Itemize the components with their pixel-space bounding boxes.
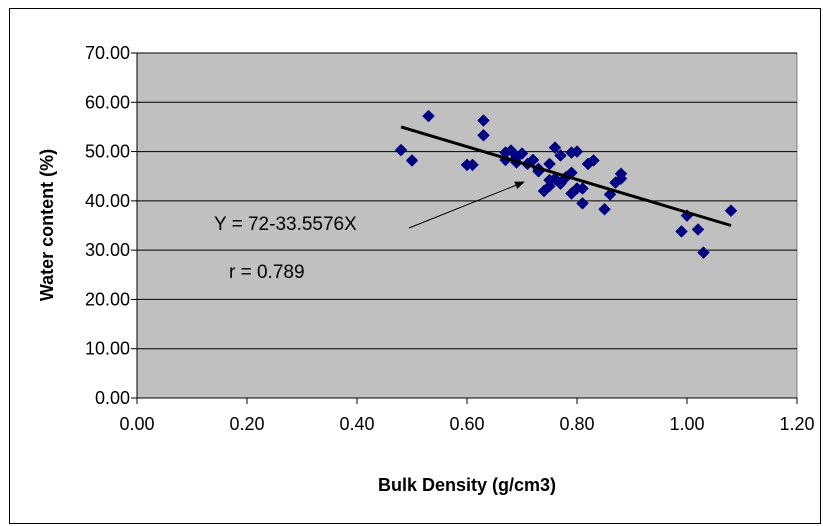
data-point	[576, 182, 589, 195]
y-tick-label: 50.00	[85, 142, 130, 162]
x-tick-label: 1.00	[669, 414, 704, 434]
data-point	[675, 225, 688, 238]
x-tick-label: 0.60	[449, 414, 484, 434]
x-tick-labels: 0.00 0.20 0.40 0.60 0.80 1.00 1.20	[119, 414, 814, 434]
data-point	[614, 167, 628, 181]
y-tick-label: 60.00	[85, 92, 130, 112]
axes	[131, 52, 798, 404]
x-tick-label: 0.40	[339, 414, 374, 434]
gridlines	[137, 52, 797, 350]
data-point	[504, 144, 518, 157]
data-point	[576, 196, 589, 210]
data-point	[724, 204, 738, 218]
data-point	[554, 149, 567, 162]
trendline	[400, 125, 732, 227]
data-point	[477, 114, 490, 127]
data-point	[691, 223, 705, 236]
r-value-label: r = 0.789	[229, 262, 305, 283]
x-tick-label: 0.20	[229, 414, 264, 434]
x-axis-title: Bulk Density (g/cm3)	[378, 475, 556, 495]
y-tick-label: 70.00	[85, 43, 130, 63]
data-point	[548, 141, 562, 154]
y-tick-label: 10.00	[85, 339, 130, 359]
data-point	[405, 154, 419, 167]
x-tick-label: 1.20	[779, 414, 814, 434]
data-point	[422, 109, 435, 123]
equation-arrow	[408, 181, 525, 229]
data-point	[598, 202, 611, 216]
y-tick-label: 30.00	[85, 240, 130, 260]
data-point	[697, 246, 710, 259]
data-point	[515, 147, 529, 160]
x-tick-label: 0.80	[559, 414, 594, 434]
data-points	[394, 109, 738, 259]
y-tick-labels: 0.00 10.00 20.00 30.00 40.00 50.00 60.00 70.00	[85, 43, 130, 408]
y-tick-label: 20.00	[85, 289, 130, 309]
x-tick-label: 0.00	[119, 414, 154, 434]
y-tick-label: 40.00	[85, 191, 130, 211]
data-point	[394, 143, 408, 157]
y-tick-label: 0.00	[95, 388, 130, 408]
equation-label: Y = 72-33.5576X	[214, 214, 357, 235]
data-point	[587, 154, 600, 167]
data-point	[570, 145, 584, 158]
data-point	[477, 128, 490, 142]
y-axis-title: Water content (%)	[37, 149, 57, 301]
plot-area	[136, 52, 798, 399]
data-point	[466, 158, 479, 172]
